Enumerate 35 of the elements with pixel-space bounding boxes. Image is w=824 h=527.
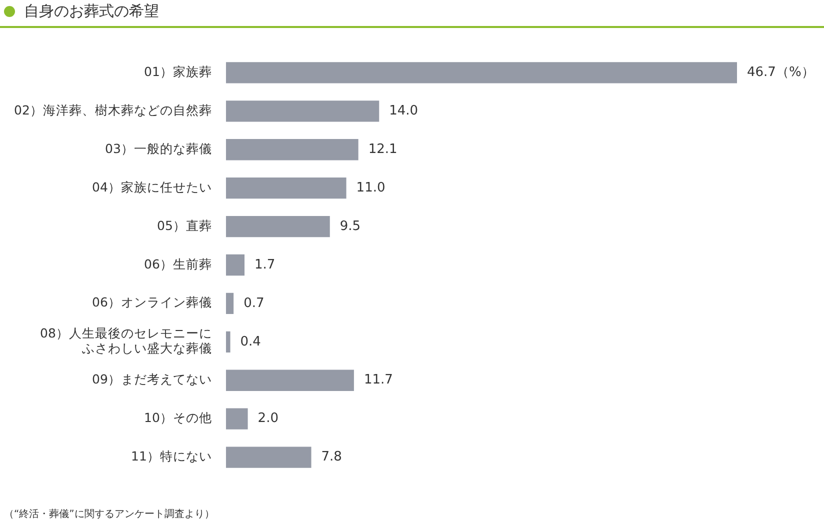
y-tick-label: 10）その他 (144, 410, 212, 426)
data-label: 11.7 (364, 372, 393, 388)
data-label: 1.7 (254, 257, 276, 272)
bar (226, 331, 230, 352)
data-label: 12.1 (368, 142, 398, 158)
bar (226, 292, 234, 314)
text: （“終活・葬儀”に関するアンケート調査より） (4, 508, 214, 521)
bar (226, 178, 346, 199)
bar (226, 62, 737, 84)
bar (226, 100, 380, 122)
text: 自身のお葬式の希望 (24, 1, 159, 21)
y-tick-label: 11）特にない (131, 448, 212, 464)
data-label: 46.7（%） (747, 65, 814, 80)
y-tick-label: 01）家族葬 (144, 64, 212, 79)
y-tick-label: 06）生前葬 (144, 256, 212, 272)
data-label: 11.0 (356, 180, 386, 196)
bar (226, 139, 358, 160)
y-tick-label: 08）人生最後のセレモニーにふさわしい盛大な葬儀 (40, 326, 212, 356)
y-tick-label: 03）一般的な葬儀 (105, 140, 212, 156)
bar (226, 254, 245, 276)
data-label: 9.5 (340, 218, 361, 234)
data-label: 7.8 (321, 450, 342, 465)
y-tick-label: 02）海洋葬、樹木葬などの自然葬 (14, 102, 212, 118)
bar (226, 370, 354, 391)
y-tick-label: 05）直葬 (157, 218, 212, 233)
y-tick-label: 04）家族に任せたい (92, 179, 212, 194)
data-label: 0.4 (240, 334, 261, 350)
y-tick-label: 09）まだ考えてない (92, 372, 212, 387)
bar (226, 408, 248, 430)
bar (226, 216, 330, 238)
bar (226, 446, 312, 468)
y-tick-label: 06）オンライン葬儀 (92, 294, 212, 310)
data-label: 0.7 (244, 296, 264, 311)
data-label: 14.0 (389, 104, 418, 119)
data-label: 2.0 (258, 411, 278, 426)
